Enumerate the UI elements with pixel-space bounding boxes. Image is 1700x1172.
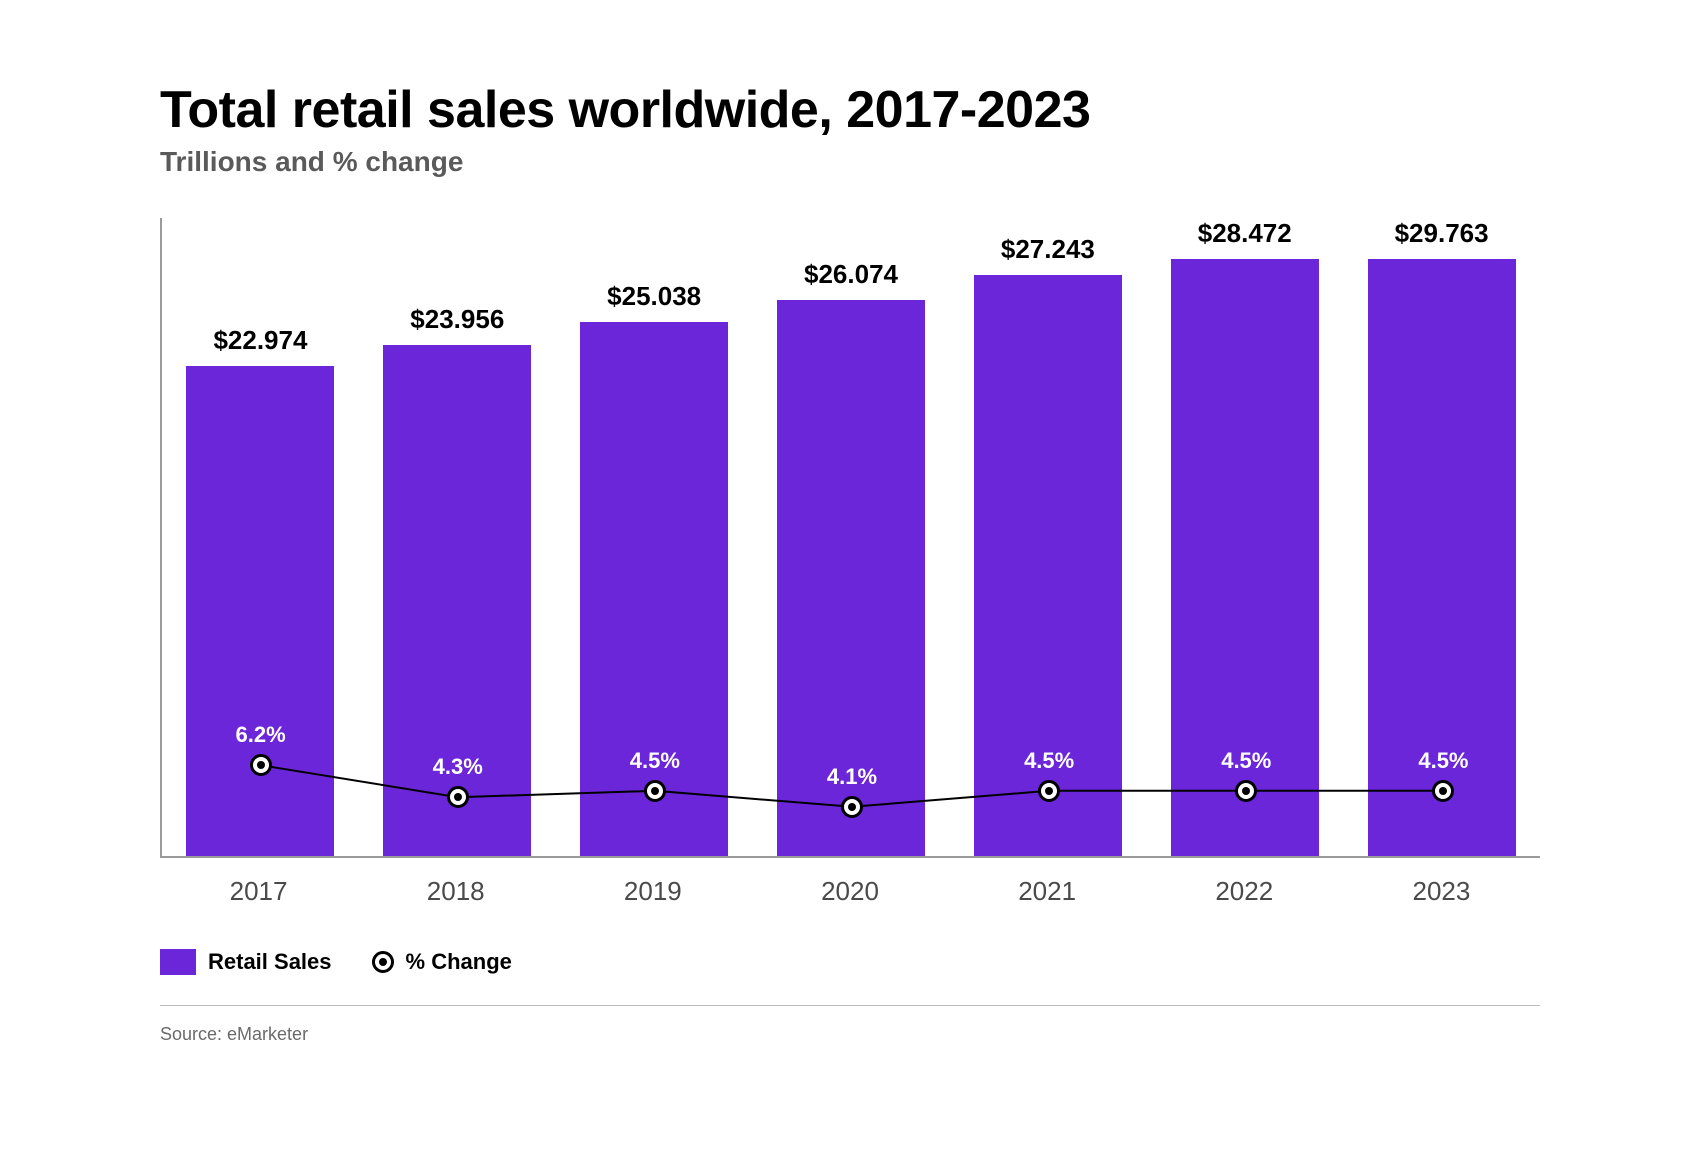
legend: Retail Sales % Change <box>160 949 1540 1006</box>
chart-page: Total retail sales worldwide, 2017-2023 … <box>0 0 1700 1085</box>
bar-rect <box>580 322 728 856</box>
legend-marker-inner <box>379 958 387 966</box>
bar-value-label: $23.956 <box>410 304 504 335</box>
bar-rect <box>1171 259 1319 856</box>
x-axis-label: 2017 <box>160 876 357 907</box>
bar-rect <box>974 275 1122 856</box>
x-axis-label: 2020 <box>751 876 948 907</box>
x-axis: 2017201820192020202120222023 <box>160 876 1540 907</box>
bar-slot: $23.956 <box>359 218 556 856</box>
bar-slot: $25.038 <box>556 218 753 856</box>
source-text: Source: eMarketer <box>160 1024 1540 1045</box>
bars-group: $22.974 $23.956 $25.038 $26.074 $27.243 $28.4… <box>162 218 1540 856</box>
bar-value-label: $29.763 <box>1395 218 1489 249</box>
x-axis-label: 2019 <box>554 876 751 907</box>
plot-area: $22.974 $23.956 $25.038 $26.074 $27.243 $28.4… <box>160 218 1540 858</box>
x-axis-label: 2023 <box>1343 876 1540 907</box>
bar-value-label: $27.243 <box>1001 234 1095 265</box>
legend-item-retail-sales: Retail Sales <box>160 949 332 975</box>
x-axis-label: 2018 <box>357 876 554 907</box>
bar-value-label: $22.974 <box>213 325 307 356</box>
bar-rect <box>777 300 925 856</box>
bar-slot: $29.763 <box>1343 218 1540 856</box>
chart-area: $22.974 $23.956 $25.038 $26.074 $27.243 $28.4… <box>160 218 1540 1045</box>
bar-value-label: $28.472 <box>1198 218 1292 249</box>
legend-marker-line <box>372 951 394 973</box>
legend-label-line: % Change <box>406 949 512 975</box>
bar-value-label: $26.074 <box>804 259 898 290</box>
bar-rect <box>1368 259 1516 856</box>
legend-label-bar: Retail Sales <box>208 949 332 975</box>
x-axis-label: 2022 <box>1146 876 1343 907</box>
chart-subtitle: Trillions and % change <box>160 146 1540 178</box>
bar-slot: $28.472 <box>1146 218 1343 856</box>
bar-rect <box>186 366 334 856</box>
bar-rect <box>383 345 531 856</box>
legend-item-pct-change: % Change <box>372 949 512 975</box>
bar-slot: $22.974 <box>162 218 359 856</box>
bar-slot: $27.243 <box>949 218 1146 856</box>
legend-swatch-bar <box>160 949 196 975</box>
x-axis-label: 2021 <box>949 876 1146 907</box>
bar-value-label: $25.038 <box>607 281 701 312</box>
bar-slot: $26.074 <box>753 218 950 856</box>
chart-title: Total retail sales worldwide, 2017-2023 <box>160 80 1540 140</box>
